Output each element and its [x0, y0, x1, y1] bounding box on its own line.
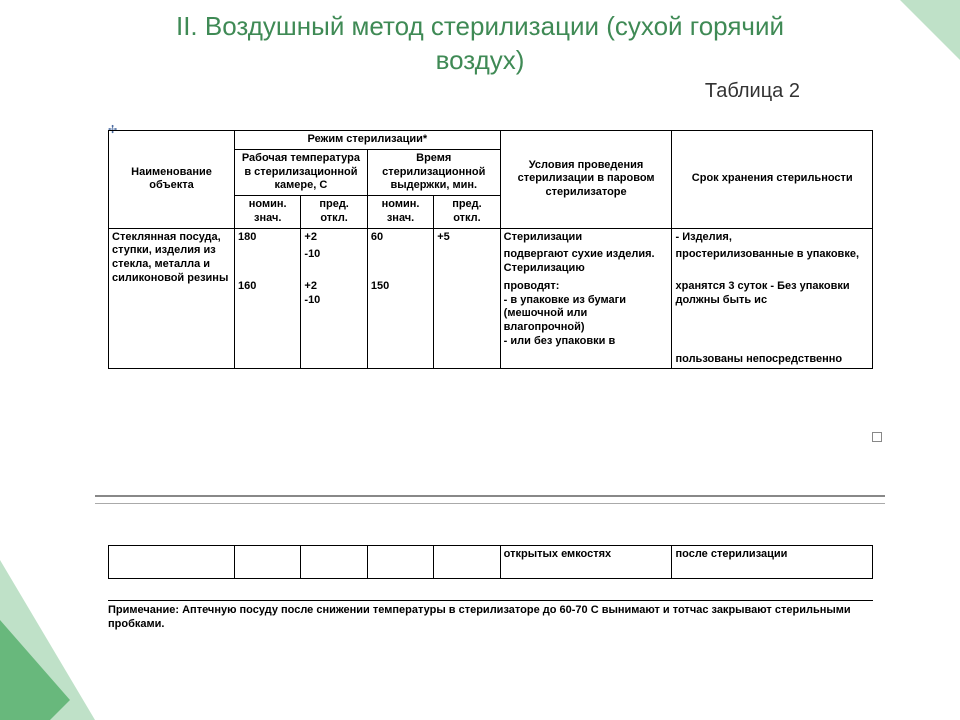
cell-cond1: Стерилизации	[500, 228, 672, 246]
hdr-temp: Рабочая температура в стерилизационной к…	[234, 149, 367, 195]
cell-cond3: проводят: - в упаковке из бумаги (мешочн…	[500, 278, 672, 351]
title-line-1: II. Воздушный метод стерилизации (сухой …	[176, 11, 784, 41]
cell-d2: +2 -10	[301, 278, 367, 351]
hdr-shelf: Срок хранения стерильности	[672, 131, 873, 229]
table-caption: Таблица 2	[705, 80, 800, 103]
cell-d1a: +2	[301, 228, 367, 246]
cell-shelf2: простерилизованные в упаковке,	[672, 246, 873, 278]
hdr-pred2: пред. откл.	[434, 196, 500, 229]
hdr-nomin1: номин. знач.	[234, 196, 300, 229]
main-table: Наименование объекта Режим стерилизации*…	[108, 130, 873, 369]
cell-name: Стеклянная посуда, ступки, изделия из ст…	[109, 228, 235, 369]
cell-td1: +5	[434, 228, 500, 246]
frag-c6: открытых емкостях	[500, 546, 672, 579]
hdr-nomin2: номин. знач.	[367, 196, 433, 229]
title-line-2: воздух)	[436, 45, 525, 75]
resize-handle-icon	[872, 432, 882, 442]
hdr-cond: Условия проведения стерилизации в парово…	[500, 131, 672, 229]
slide-title: II. Воздушный метод стерилизации (сухой …	[0, 0, 960, 78]
continuation-table: открытых емкостях после стерилизации	[108, 545, 873, 579]
hdr-mode: Режим стерилизации*	[234, 131, 500, 150]
page-break-bar	[95, 495, 885, 504]
cell-cond2: подвергают сухие изделия. Стерилизацию	[500, 246, 672, 278]
cell-t1: 180	[234, 228, 300, 246]
hdr-name: Наименование объекта	[109, 131, 235, 229]
cell-time2: 150	[367, 278, 433, 351]
hdr-time: Время стерилизационной выдержки, мин.	[367, 149, 500, 195]
cell-d1b: -10	[301, 246, 367, 278]
cell-shelf4: пользованы непосредственно	[672, 351, 873, 369]
cell-shelf1: - Изделия,	[672, 228, 873, 246]
frag-c7: после стерилизации	[672, 546, 873, 579]
footnote: Примечание: Аптечную посуду после снижен…	[108, 600, 873, 632]
cell-shelf3: хранятся 3 суток - Без упаковки должны б…	[672, 278, 873, 351]
cell-time1: 60	[367, 228, 433, 246]
hdr-pred1: пред. откл.	[301, 196, 367, 229]
cell-t2: 160	[234, 278, 300, 351]
